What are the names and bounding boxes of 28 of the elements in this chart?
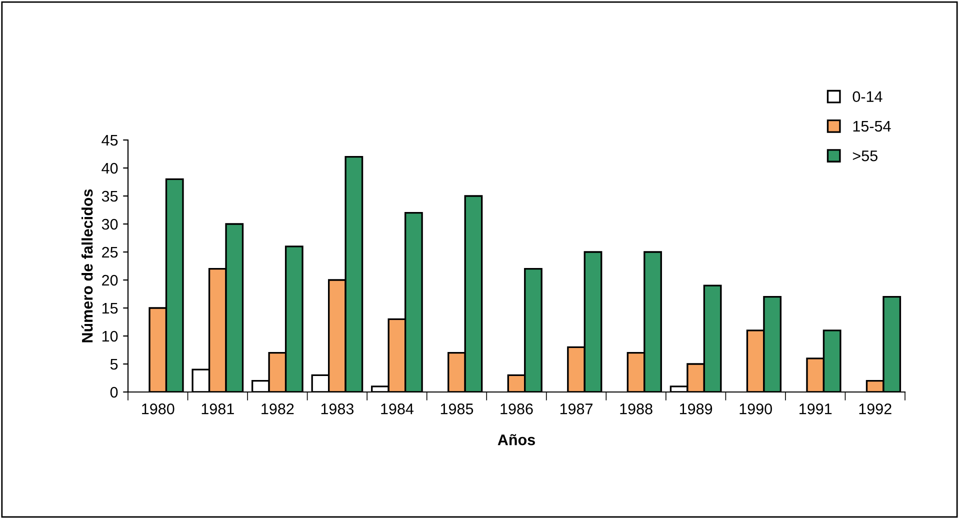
x-axis-title: Años [498, 434, 535, 446]
legend-label: 15-54 [853, 120, 891, 132]
y-tick-label: 5 [110, 359, 118, 370]
x-tick-label: 1990 [740, 404, 772, 414]
y-tick-label: 40 [102, 162, 118, 174]
legend-label: >55 [852, 150, 878, 162]
x-tick-label: 1980 [142, 404, 174, 414]
x-tick-label: 1984 [381, 404, 414, 414]
x-tick-label: 1991 [800, 404, 832, 414]
y-tick-label: 20 [102, 274, 118, 286]
x-tick-label: 1982 [262, 404, 294, 414]
x-tick-label: 1987 [560, 404, 592, 414]
y-tick-label: 0 [110, 386, 118, 398]
y-tick-label: 45 [102, 135, 118, 146]
y-tick-label: 30 [102, 218, 118, 230]
y-tick-label: 10 [102, 330, 118, 342]
y-axis-title: Número de fallecidos [81, 189, 93, 342]
y-tick-label: 15 [102, 303, 118, 314]
legend-label: 0-14 [852, 91, 882, 102]
x-tick-label: 1985 [440, 404, 474, 414]
x-tick-label: 1986 [500, 404, 533, 414]
x-tick-label: 1983 [321, 404, 354, 414]
x-tick-label: 1981 [202, 404, 234, 414]
x-tick-label: 1989 [680, 404, 712, 414]
x-tick-label: 1992 [859, 404, 892, 414]
y-tick-label: 35 [102, 190, 118, 202]
y-tick-label: 25 [102, 246, 118, 258]
x-tick-label: 1988 [620, 404, 652, 414]
